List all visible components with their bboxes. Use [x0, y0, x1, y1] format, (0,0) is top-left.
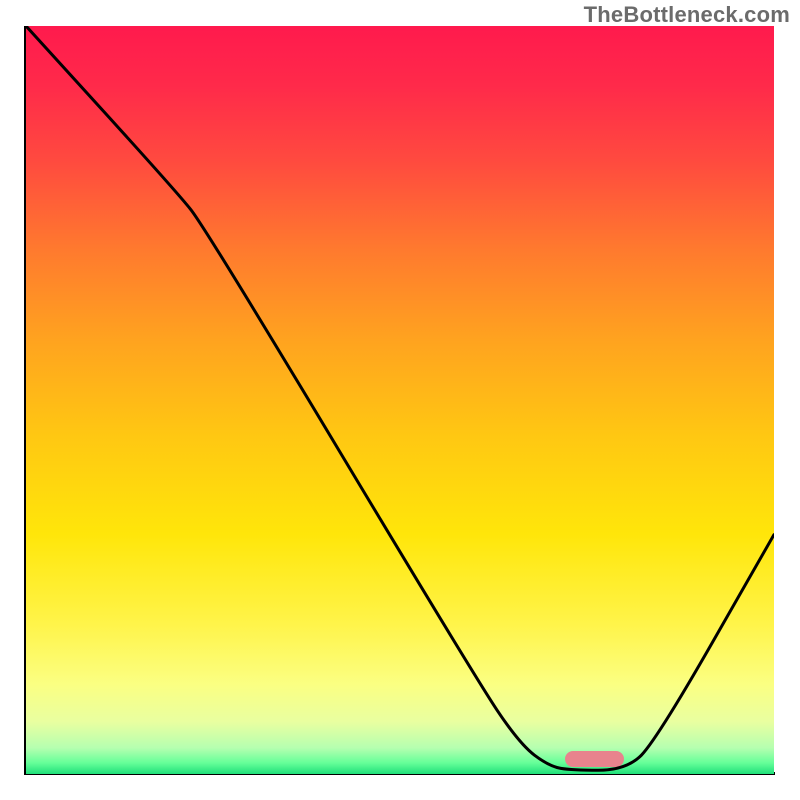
watermark-text: TheBottleneck.com: [584, 2, 790, 28]
chart-container: TheBottleneck.com: [0, 0, 800, 800]
gradient-background: [26, 26, 774, 774]
optimal-range-marker: [565, 751, 625, 767]
plot-area: [26, 26, 774, 774]
